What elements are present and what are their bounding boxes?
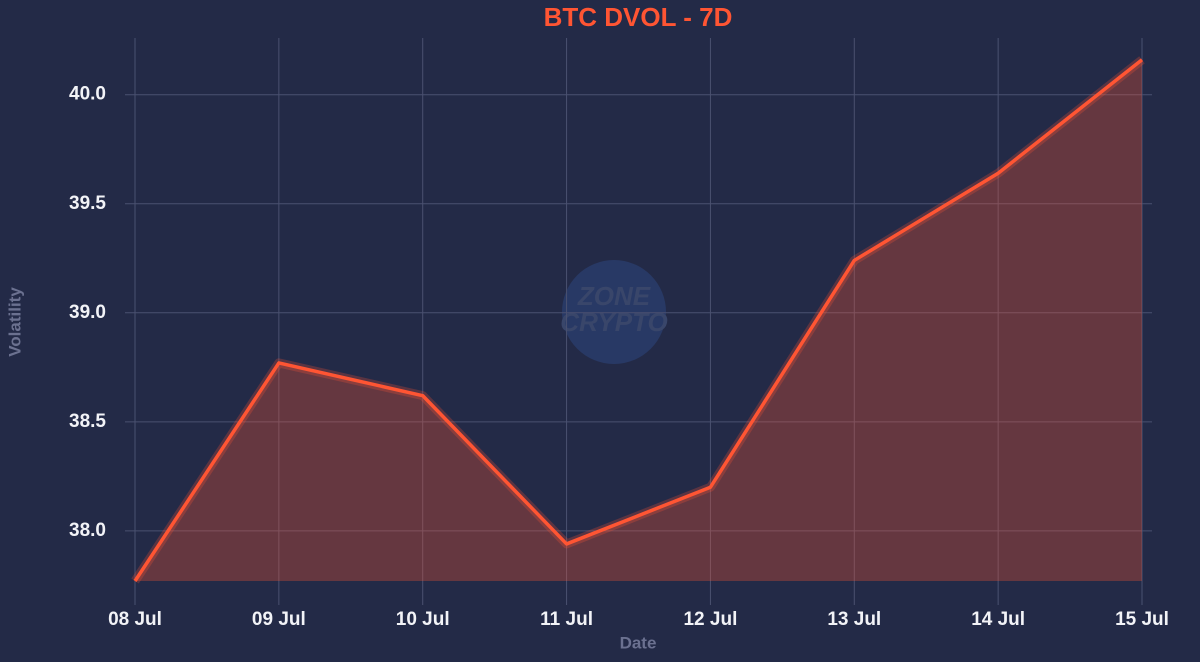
y-tick-label: 38.0 [69, 520, 106, 541]
x-tick-label: 15 Jul [1115, 609, 1169, 630]
x-tick-label: 12 Jul [683, 609, 737, 630]
x-tick-label: 08 Jul [108, 609, 162, 630]
watermark-text: ZONE [577, 281, 651, 311]
x-tick-label: 10 Jul [396, 609, 450, 630]
y-tick-label: 39.5 [69, 193, 106, 214]
watermark-logo [562, 260, 666, 364]
y-tick-label: 38.5 [69, 411, 106, 432]
chart-title: BTC DVOL - 7D [544, 2, 733, 32]
line [133, 58, 1144, 582]
plot: 38.0 38.5 39.0 39.5 40.0 08 Jul 09 Jul 10 Jul 11… [69, 38, 1169, 630]
watermark: ZONE CRYPTO [560, 260, 668, 364]
y-tick-label: 39.0 [69, 302, 106, 323]
x-tick-label: 09 Jul [252, 609, 306, 630]
x-tick-label: 11 Jul [540, 609, 593, 630]
x-tick-label: 13 Jul [827, 609, 881, 630]
y-axis-title: Volatility [5, 287, 24, 357]
watermark-text: CRYPTO [560, 307, 667, 337]
x-axis-title: Date [620, 633, 657, 652]
area-fill [135, 59, 1142, 582]
x-tick-label: 14 Jul [971, 609, 1025, 630]
y-tick-label: 40.0 [69, 84, 106, 105]
